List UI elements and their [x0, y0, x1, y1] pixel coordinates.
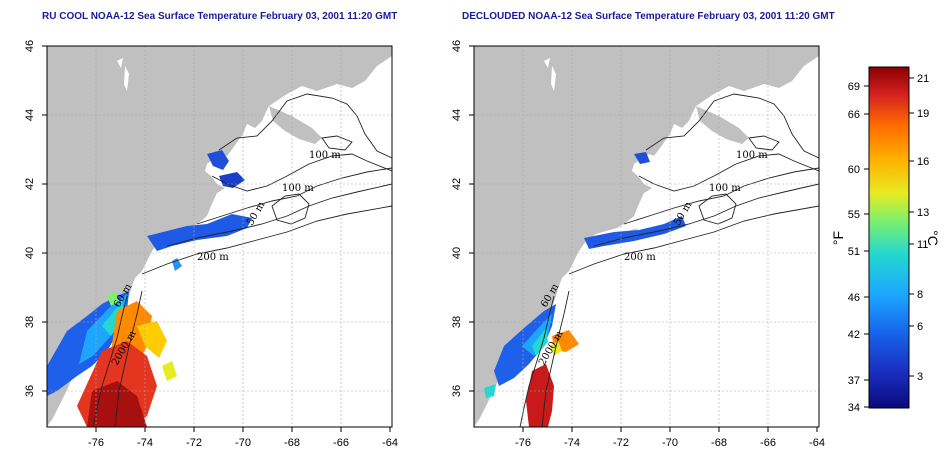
map-frame — [473, 45, 820, 428]
lat-tick-label: 42 — [24, 178, 36, 190]
lon-tick-label: -64 — [382, 437, 398, 449]
fahrenheit-unit-label: °F — [830, 231, 846, 245]
bathymetry-contours — [519, 93, 819, 427]
contour-label: 100 m — [282, 183, 314, 194]
celsius-tick-label: 11 — [917, 239, 928, 251]
lon-tick-label: -66 — [333, 437, 349, 449]
nova-scotia — [269, 106, 322, 144]
contour-label: 200 m — [624, 252, 656, 263]
fahrenheit-tick-label: 46 — [848, 292, 860, 304]
lat-tick-label: 46 — [451, 40, 463, 52]
north-america-landmass — [474, 46, 819, 427]
lake — [551, 66, 556, 91]
contour-label: 100 m — [309, 150, 341, 161]
fahrenheit-tick-label: 42 — [848, 329, 860, 341]
colorbar-gradient — [868, 66, 910, 409]
lat-tick-label: 36 — [451, 385, 463, 397]
lon-tick-label: -70 — [662, 437, 678, 449]
fahrenheit-tick-label: 34 — [848, 402, 860, 414]
north-america-landmass — [47, 46, 392, 427]
lat-lon-grid — [474, 46, 819, 427]
celsius-tick-label: 16 — [917, 156, 929, 168]
fahrenheit-tick-label: 55 — [848, 209, 860, 221]
lon-tick-label: -68 — [284, 437, 300, 449]
celsius-tick-label: 21 — [917, 73, 929, 85]
contour-label: 100 m — [736, 150, 768, 161]
sst-data — [484, 152, 686, 427]
lat-tick-label: 38 — [24, 316, 36, 328]
lon-tick-label: -76 — [88, 437, 104, 449]
lon-tick-label: -68 — [711, 437, 727, 449]
lat-tick-label: 40 — [451, 247, 463, 259]
bathymetry-contours — [92, 93, 392, 427]
left-map-title: RU COOL NOAA-12 Sea Surface Temperature … — [42, 11, 398, 22]
colorbar-ticks — [864, 77, 914, 408]
left-map: 100 m 100 m 50 m 200 m 60 m 2000 m -76 -… — [24, 40, 398, 449]
lat-tick-label: 44 — [24, 109, 36, 121]
lon-tick-label: -76 — [515, 437, 531, 449]
celsius-unit-label: °C — [925, 230, 941, 246]
fahrenheit-tick-label: 51 — [848, 246, 860, 258]
celsius-tick-label: 3 — [917, 371, 923, 383]
lake — [124, 66, 129, 91]
colorbar: 69 66 60 55 51 46 42 37 34 21 19 16 13 1… — [830, 66, 941, 414]
lat-tick-label: 44 — [451, 109, 463, 121]
fahrenheit-tick-label: 69 — [848, 81, 860, 93]
lat-tick-label: 46 — [24, 40, 36, 52]
lon-tick-label: -72 — [186, 437, 202, 449]
lon-ticks — [42, 45, 391, 432]
contour-label: 100 m — [709, 183, 741, 194]
nova-scotia — [696, 106, 749, 144]
lake — [544, 58, 550, 68]
lat-lon-grid — [47, 46, 392, 427]
lat-tick-label: 42 — [451, 178, 463, 190]
lat-tick-label: 38 — [451, 316, 463, 328]
contour-label: 200 m — [197, 252, 229, 263]
lon-tick-label: -64 — [809, 437, 825, 449]
fahrenheit-tick-label: 37 — [848, 375, 860, 387]
right-map: 100 m 100 m 50 m 200 m 60 m 2000 m -76 -… — [451, 40, 825, 449]
lon-tick-label: -74 — [137, 437, 153, 449]
lon-tick-label: -74 — [564, 437, 580, 449]
fahrenheit-tick-label: 66 — [848, 109, 860, 121]
lat-tick-label: 36 — [24, 385, 36, 397]
lon-ticks — [469, 45, 818, 432]
right-map-title: DECLOUDED NOAA-12 Sea Surface Temperatur… — [462, 11, 835, 22]
map-frame — [46, 45, 393, 428]
lon-tick-label: -70 — [235, 437, 251, 449]
lat-tick-label: 40 — [24, 247, 36, 259]
celsius-tick-label: 19 — [917, 108, 929, 120]
celsius-tick-label: 6 — [917, 321, 923, 333]
lake — [117, 58, 123, 68]
celsius-tick-label: 13 — [917, 207, 929, 219]
lon-tick-label: -72 — [613, 437, 629, 449]
fahrenheit-tick-label: 60 — [848, 164, 860, 176]
lon-tick-label: -66 — [760, 437, 776, 449]
celsius-tick-label: 8 — [917, 289, 923, 301]
